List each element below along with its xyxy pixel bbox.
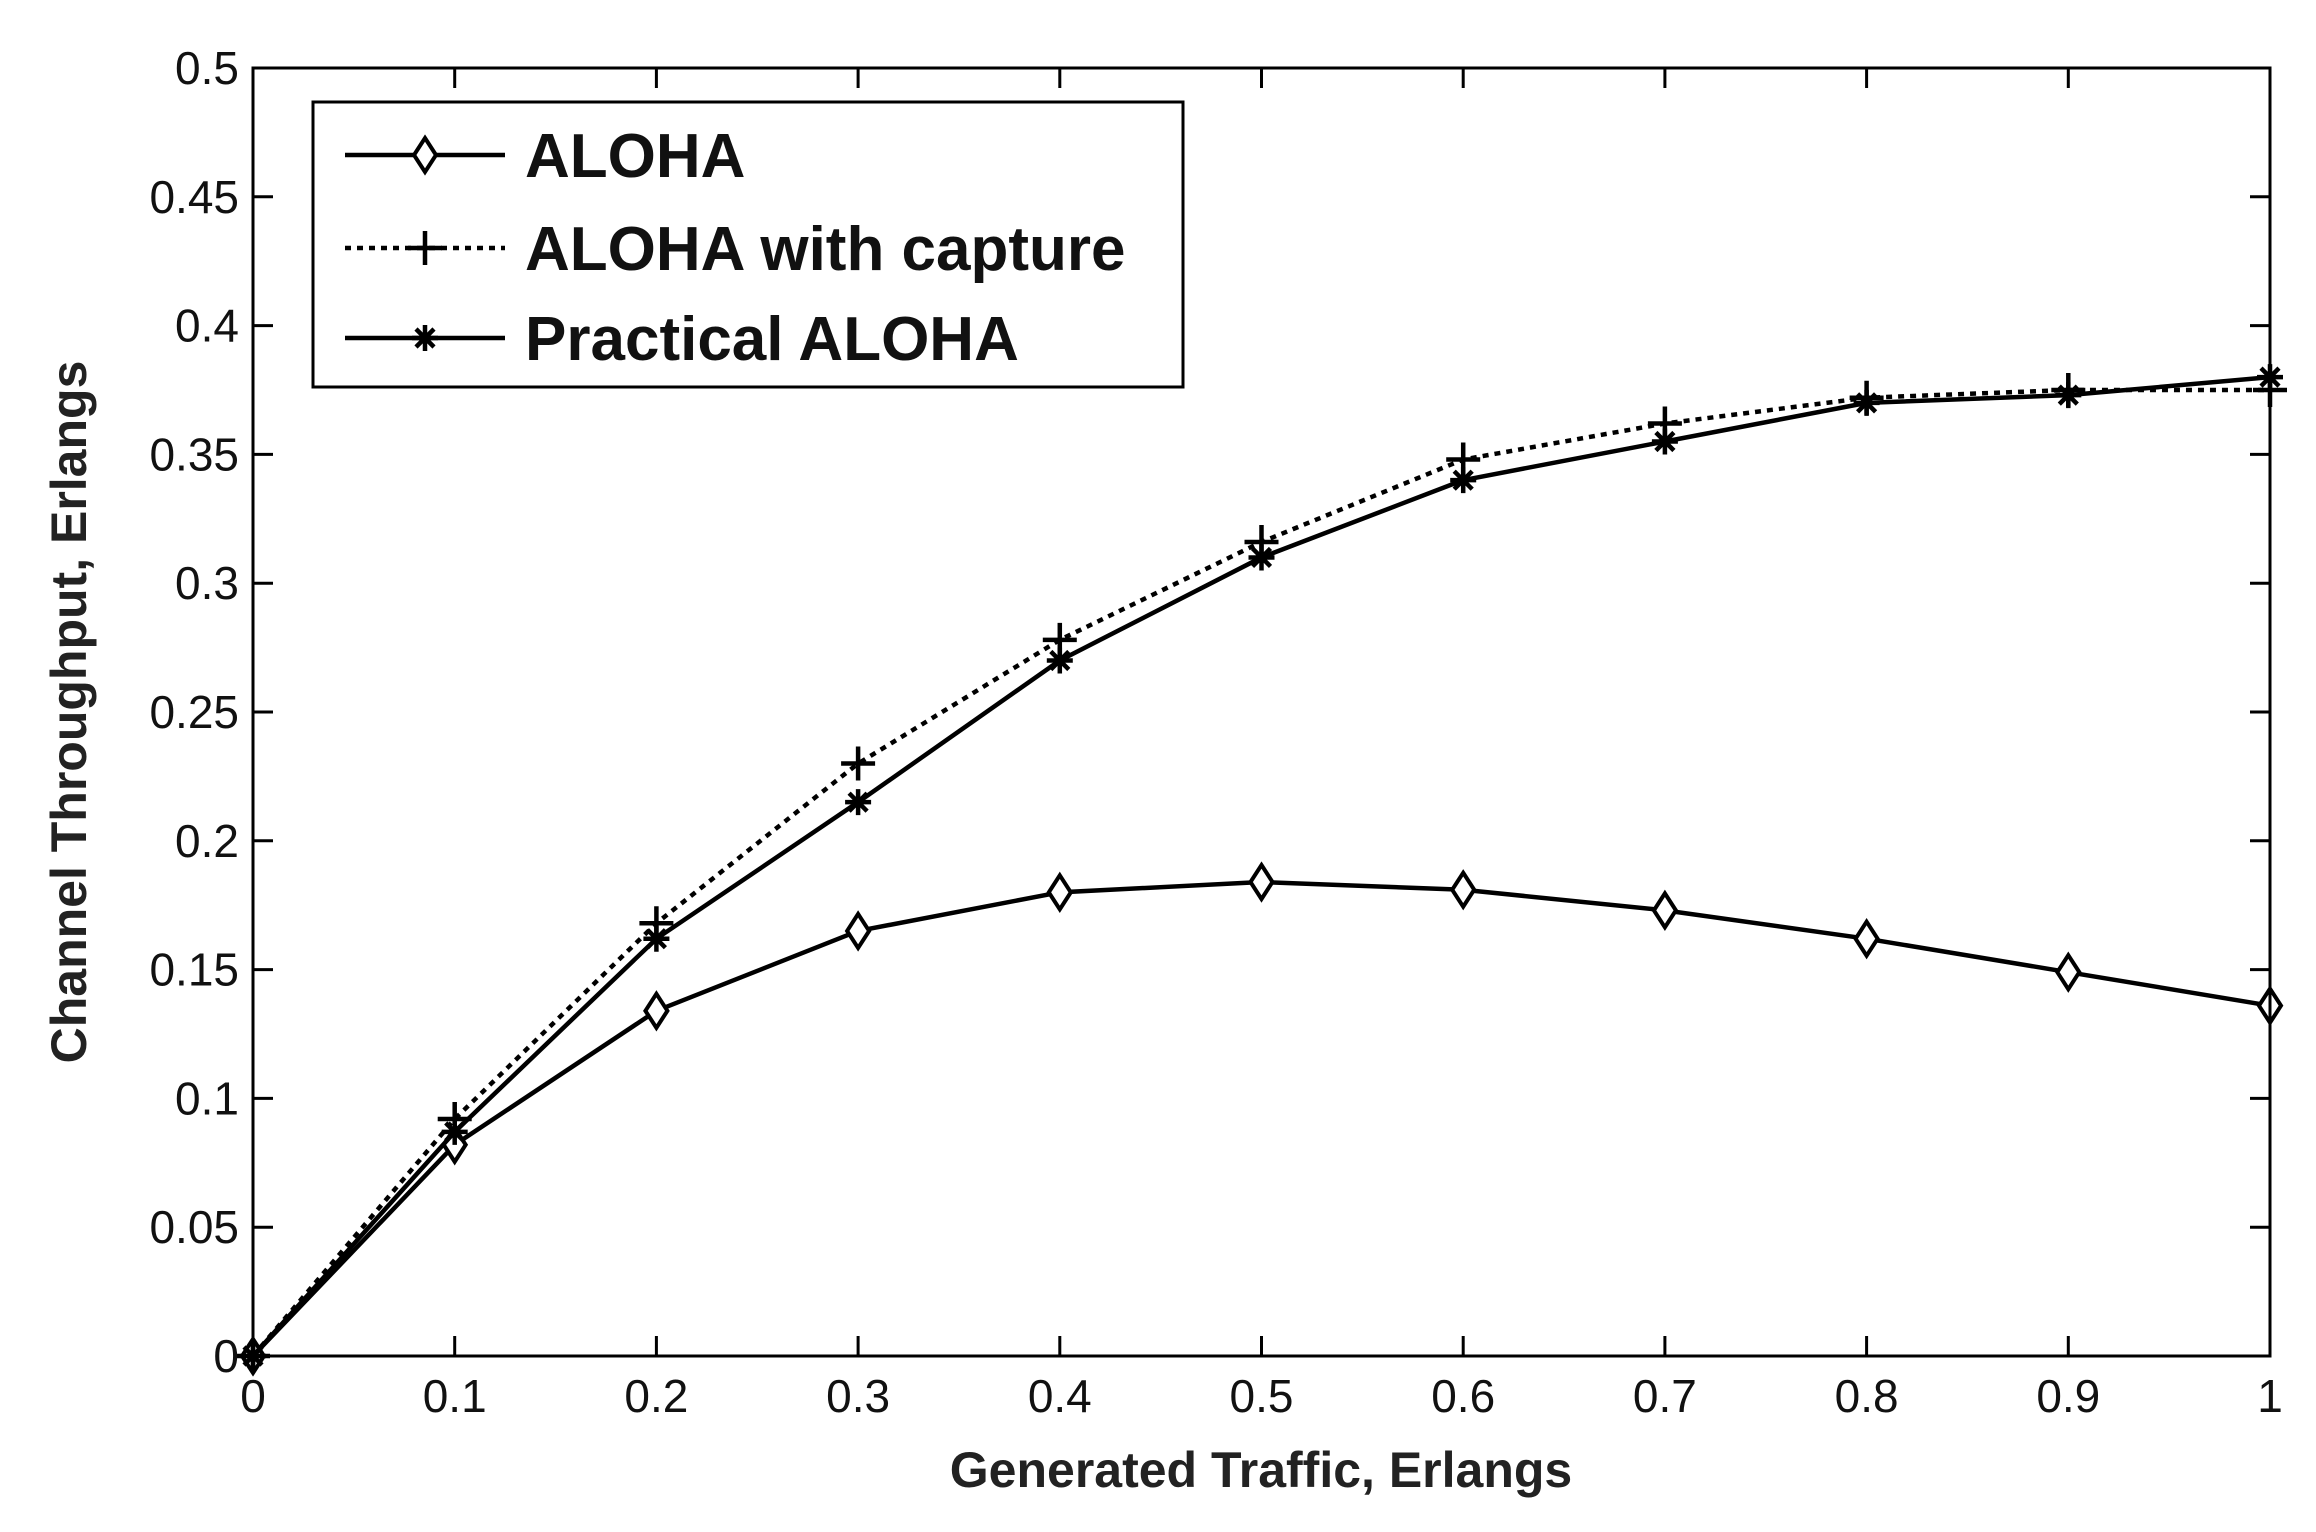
x-tick-label: 0.1 — [423, 1370, 487, 1422]
data-point — [1248, 544, 1275, 571]
legend-marker — [411, 134, 439, 176]
plot-frame — [251, 66, 2272, 1358]
legend-entry-aloha-with-capture: ALOHA with capture — [345, 215, 1126, 284]
x-tick-label: 0.9 — [2036, 1370, 2100, 1422]
y-tick-label: 0.35 — [149, 428, 239, 480]
legend-entry-aloha: ALOHA — [345, 122, 745, 191]
legend-entry-practical-aloha: Practical ALOHA — [345, 305, 1019, 374]
x-tick-label: 0.3 — [826, 1370, 890, 1422]
y-axis-title: Channel Throughput, Erlangs — [41, 361, 97, 1064]
data-point — [1651, 889, 1679, 932]
y-tick-label: 0.05 — [149, 1201, 239, 1253]
x-tick-label: 1 — [2257, 1370, 2283, 1422]
x-tick-labels: 0 0.1 0.2 0.3 0.4 0.5 0.6 0.7 0.8 0.9 1 — [240, 1370, 2283, 1422]
data-point — [1651, 428, 1678, 455]
y-tick-label: 0.3 — [175, 557, 239, 609]
y-tick-labels: 0 0.05 0.1 0.15 0.2 0.25 0.3 0.35 0.4 0.45 0.5 — [149, 42, 239, 1382]
x-tick-label: 0.8 — [1835, 1370, 1899, 1422]
series-layer — [236, 364, 2287, 1377]
y-tick-label: 0.25 — [149, 686, 239, 738]
series-practical-aloha — [240, 364, 2283, 1369]
data-point — [1449, 869, 1477, 911]
y-tick-label: 0.45 — [149, 171, 239, 223]
legend-label: Practical ALOHA — [525, 305, 1019, 374]
x-tick-label: 0.2 — [624, 1370, 688, 1422]
data-point — [643, 925, 670, 952]
legend-marker — [412, 325, 438, 351]
data-point — [643, 990, 670, 1032]
x-tick-label: 0.7 — [1633, 1370, 1697, 1422]
data-point — [1853, 389, 1880, 416]
data-point — [1046, 871, 1074, 914]
data-point — [441, 1118, 468, 1145]
x-tick-label: 0 — [240, 1370, 266, 1422]
x-tick-label: 0.5 — [1230, 1370, 1294, 1422]
y-tick-label: 0.5 — [175, 42, 239, 94]
legend-label: ALOHA — [525, 122, 745, 191]
data-point — [1046, 647, 1073, 674]
data-point — [1853, 918, 1880, 960]
data-point — [841, 746, 876, 781]
y-tick-label: 0.4 — [175, 300, 239, 352]
data-point — [2054, 951, 2082, 993]
y-tick-label: 0.1 — [175, 1072, 239, 1124]
data-point — [844, 910, 872, 952]
data-point — [845, 789, 872, 816]
y-tick-label: 0.15 — [149, 944, 239, 996]
data-point — [1450, 467, 1477, 494]
y-tick-label: 0 — [213, 1330, 239, 1382]
x-tick-label: 0.6 — [1431, 1370, 1495, 1422]
data-point — [1248, 861, 1275, 903]
legend-marker — [408, 231, 442, 265]
x-tick-label: 0.4 — [1028, 1370, 1092, 1422]
data-point — [2055, 382, 2082, 409]
x-axis-title: Generated Traffic, Erlangs — [950, 1442, 1572, 1498]
legend: ALOHA ALOHA with capture Practical ALOHA — [311, 100, 1185, 389]
y-tick-label: 0.2 — [175, 815, 239, 867]
legend-entries: ALOHA ALOHA with capture Practical ALOHA — [345, 122, 1126, 374]
legend-label: ALOHA with capture — [525, 215, 1126, 284]
